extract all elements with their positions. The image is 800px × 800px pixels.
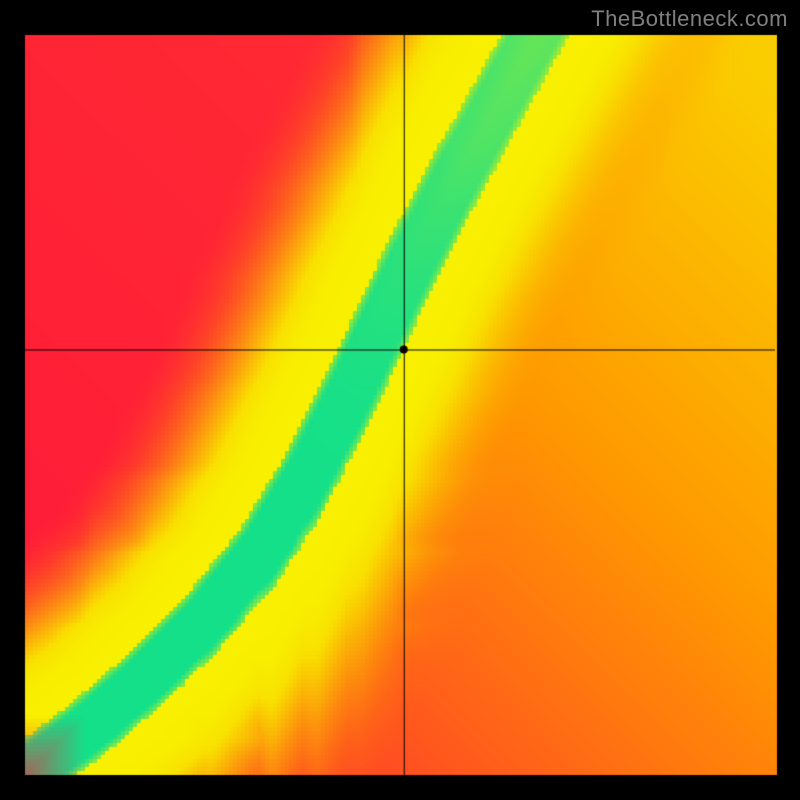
bottleneck-heatmap <box>0 0 800 800</box>
chart-container: TheBottleneck.com <box>0 0 800 800</box>
watermark-text: TheBottleneck.com <box>591 6 788 32</box>
